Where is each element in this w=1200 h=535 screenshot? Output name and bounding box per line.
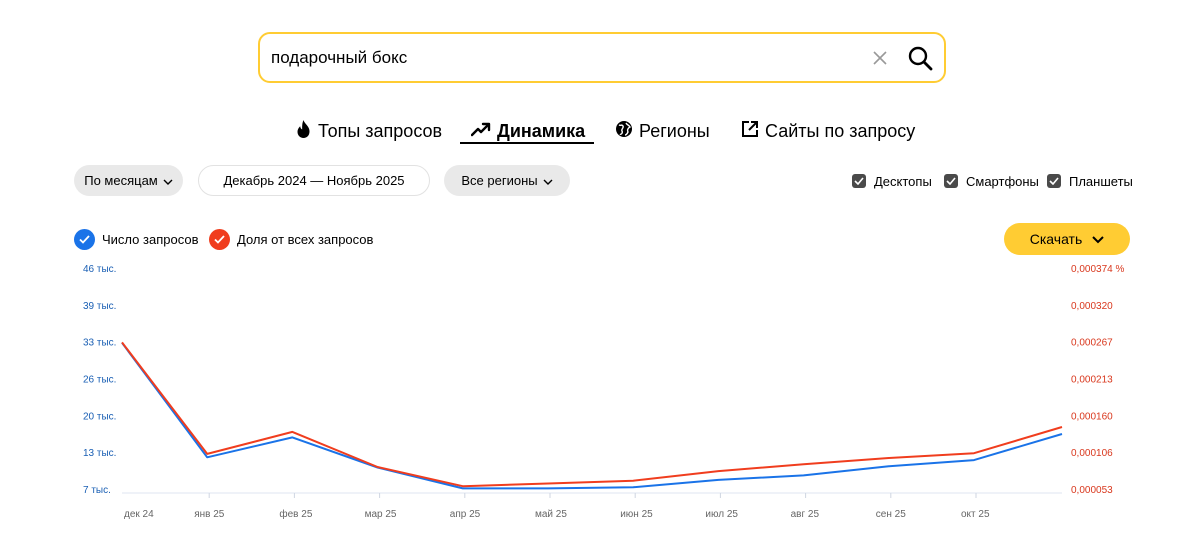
chevron-down-icon	[163, 173, 173, 188]
device-label: Смартфоны	[966, 173, 1039, 189]
y-left-tick-label: 13 тыс.	[83, 448, 116, 459]
y-right-tick-label: 0,000374 %	[1071, 264, 1124, 275]
search-box[interactable]: подарочный бокс	[258, 32, 946, 83]
x-tick-label: май 25	[535, 509, 567, 520]
clear-icon[interactable]	[868, 46, 892, 70]
active-tab-underline	[460, 142, 594, 144]
y-right-tick-label: 0,000267	[1071, 338, 1113, 349]
x-tick-label: апр 25	[450, 509, 481, 520]
tab-label: Регионы	[639, 120, 710, 141]
y-left-tick-label: 33 тыс.	[83, 338, 116, 349]
y-left-tick-label: 20 тыс.	[83, 411, 116, 422]
download-button[interactable]: Скачать	[1004, 223, 1130, 255]
x-tick-label: окт 25	[961, 509, 990, 520]
device-label: Десктопы	[874, 173, 932, 189]
tabs-bar: Топы запросов Динамика Регионы Сайты по …	[0, 117, 1200, 147]
tab-label: Сайты по запросу	[765, 120, 916, 141]
device-desktop-checkbox[interactable]: Десктопы	[852, 172, 932, 190]
x-tick-label: сен 25	[876, 509, 906, 520]
tab-label: Динамика	[497, 120, 586, 141]
device-label: Планшеты	[1069, 173, 1133, 189]
period-select[interactable]: По месяцам	[74, 165, 183, 196]
globe-icon	[615, 120, 633, 143]
search-icon[interactable]	[906, 44, 934, 72]
device-smartphone-checkbox[interactable]: Смартфоны	[944, 172, 1039, 190]
x-tick-label: янв 25	[194, 509, 225, 520]
external-link-icon	[741, 120, 759, 143]
x-tick-label: авг 25	[791, 509, 820, 520]
check-circle-icon	[209, 228, 230, 250]
checkbox-checked-icon	[1047, 174, 1061, 188]
series-line-count	[121, 342, 1063, 490]
tab-sites[interactable]: Сайты по запросу	[741, 117, 915, 145]
period-label: По месяцам	[84, 173, 158, 188]
y-left-tick-label: 46 тыс.	[83, 264, 116, 275]
checkbox-checked-icon	[852, 174, 866, 188]
y-right-tick-label: 0,000106	[1071, 448, 1113, 459]
x-tick-label: фев 25	[279, 508, 312, 520]
x-tick-label: июл 25	[705, 509, 738, 520]
y-left-tick-label: 26 тыс.	[83, 375, 116, 386]
region-select[interactable]: Все регионы	[444, 165, 570, 196]
tab-dynamics[interactable]: Динамика	[470, 117, 586, 145]
chevron-down-icon	[543, 173, 553, 188]
legend-count-toggle[interactable]: Число запросов	[74, 228, 198, 250]
y-left-tick-label: 39 тыс.	[83, 301, 116, 312]
date-range-label: Декабрь 2024 — Ноябрь 2025	[223, 173, 405, 188]
trend-arrow-icon	[470, 121, 491, 142]
x-tick-label: июн 25	[620, 509, 653, 520]
checkbox-checked-icon	[944, 174, 958, 188]
y-right-tick-label: 0,000053	[1071, 485, 1113, 496]
x-tick-label: дек 24	[124, 509, 154, 520]
legend-share-toggle[interactable]: Доля от всех запросов	[209, 228, 373, 250]
x-tick-label: мар 25	[365, 509, 397, 520]
region-label: Все регионы	[461, 173, 538, 188]
tab-label: Топы запросов	[318, 120, 443, 141]
tab-regions[interactable]: Регионы	[615, 117, 710, 145]
fire-icon	[295, 119, 312, 144]
chevron-down-icon	[1092, 231, 1104, 247]
tab-top-queries[interactable]: Топы запросов	[295, 117, 442, 145]
legend-label: Число запросов	[102, 231, 199, 247]
dynamics-chart: 46 тыс. 39 тыс. 33 тыс. 26 тыс. 20 тыс. 13 ты…	[83, 264, 1124, 520]
y-right-tick-label: 0,000160	[1071, 411, 1113, 422]
y-right-tick-label: 0,000213	[1071, 375, 1113, 386]
legend-label: Доля от всех запросов	[237, 231, 374, 247]
y-right-tick-label: 0,000320	[1071, 301, 1113, 312]
check-circle-icon	[74, 228, 95, 250]
series-line-share	[121, 341, 1063, 488]
date-range-picker[interactable]: Декабрь 2024 — Ноябрь 2025	[198, 165, 430, 196]
y-left-tick-label: 7 тыс.	[83, 485, 111, 496]
device-tablet-checkbox[interactable]: Планшеты	[1047, 172, 1133, 190]
search-input[interactable]: подарочный бокс	[271, 48, 408, 67]
download-label: Скачать	[1029, 231, 1083, 247]
